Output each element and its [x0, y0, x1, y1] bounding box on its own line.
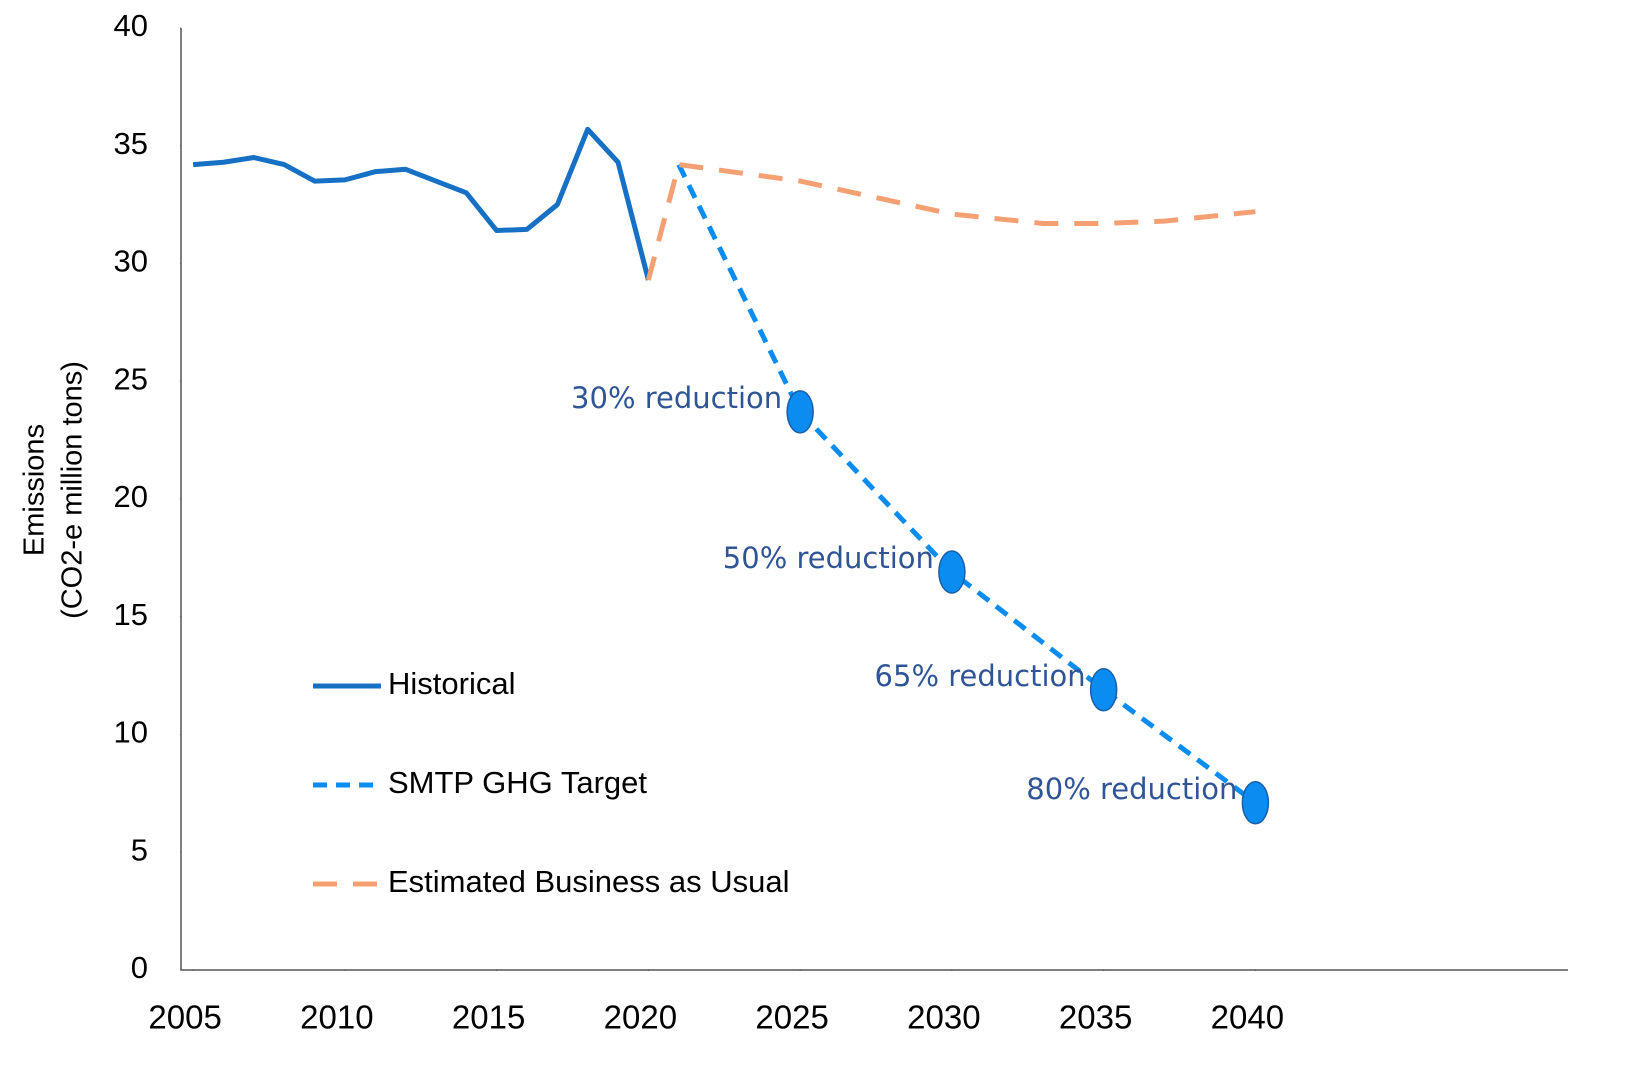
- series-line: [192, 126, 651, 281]
- legend-label: SMTP GHG Target: [388, 765, 647, 800]
- target-marker: [786, 390, 814, 434]
- target-marker: [938, 550, 966, 594]
- annotation: 80% reduction: [1026, 772, 1237, 806]
- x-tick-label: 2030: [907, 999, 980, 1036]
- y-tick-label: 10: [114, 715, 148, 750]
- series-line: [645, 162, 1256, 281]
- y-tick-label: 30: [114, 244, 148, 279]
- y-tick-label: 5: [131, 832, 148, 867]
- y-tick-label: 25: [114, 361, 148, 396]
- annotation: 65% reduction: [875, 659, 1086, 693]
- annotation: 50% reduction: [723, 541, 934, 575]
- y-tick-label: 35: [114, 126, 148, 161]
- target-marker: [1089, 668, 1118, 712]
- x-tick-label: 2015: [452, 999, 525, 1036]
- x-tick-label: 2035: [1059, 999, 1132, 1036]
- y-tick-label: 20: [114, 479, 148, 514]
- y-axis-title-line: (CO2-e million tons): [57, 361, 89, 619]
- x-tick-label: 2005: [148, 999, 221, 1036]
- y-axis-title-line: Emissions: [19, 424, 51, 556]
- y-tick-label: 40: [114, 8, 148, 43]
- legend-label: Historical: [388, 666, 515, 701]
- x-tick-label: 2010: [300, 999, 373, 1036]
- target-marker: [1241, 781, 1270, 825]
- annotation: 30% reduction: [571, 381, 782, 415]
- x-tick-label: 2040: [1211, 999, 1284, 1036]
- y-axis-title: Emissions (CO2-e million tons): [19, 361, 89, 619]
- y-tick-label: 15: [114, 597, 148, 632]
- legend-label: Estimated Business as Usual: [388, 864, 789, 899]
- x-tick-label: 2020: [604, 999, 677, 1036]
- y-tick-label: 0: [131, 950, 148, 985]
- x-tick-label: 2025: [755, 999, 828, 1036]
- series-line: [676, 163, 1257, 805]
